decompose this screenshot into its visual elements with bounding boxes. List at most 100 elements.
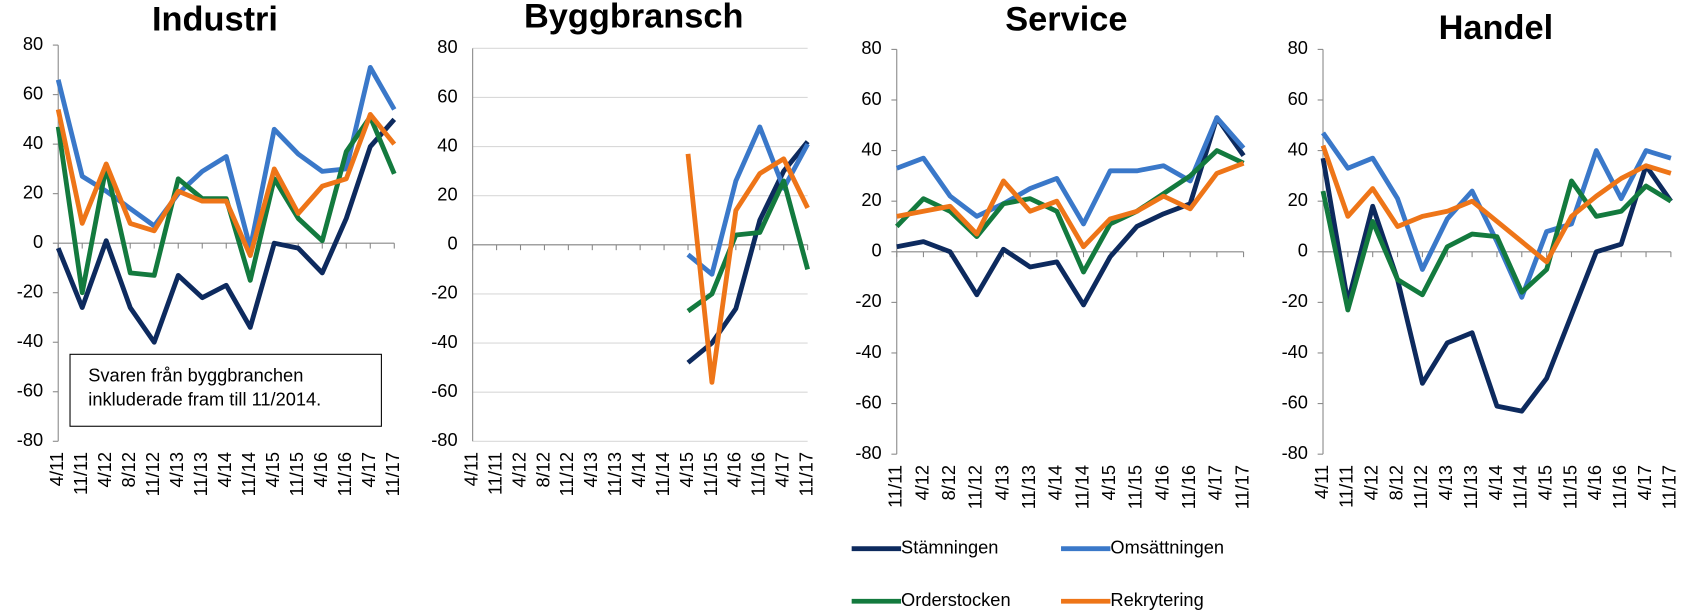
x-tick-label: 11/12 <box>1410 465 1431 509</box>
x-tick-label: 8/12 <box>118 452 139 488</box>
x-tick-label: 8/12 <box>938 465 959 501</box>
y-tick-label: 60 <box>437 85 457 106</box>
y-tick-label: -60 <box>17 380 43 401</box>
x-tick-label: 4/14 <box>1045 465 1066 501</box>
legend-label: Stämningen <box>901 536 998 557</box>
x-tick-label: 11/13 <box>190 452 211 496</box>
x-tick-label: 11/14 <box>652 452 673 496</box>
y-tick-label: 0 <box>33 231 43 252</box>
y-tick-label: 0 <box>872 240 882 261</box>
x-tick-label: 4/11 <box>46 452 67 486</box>
annotation: Svaren från byggbranchen <box>88 365 303 386</box>
series-line <box>895 148 1245 275</box>
x-tick-label: 11/16 <box>748 452 769 496</box>
series-line <box>1320 157 1673 414</box>
y-tick-label: -60 <box>855 391 881 412</box>
x-tick-label: 4/17 <box>772 452 793 488</box>
series-line <box>1320 144 1672 265</box>
x-tick-label: 4/16 <box>310 452 331 488</box>
x-tick-label: 4/13 <box>580 452 601 488</box>
y-tick-label: -40 <box>855 341 881 362</box>
x-tick-label: 8/12 <box>532 452 553 488</box>
x-tick-label: 11/17 <box>382 452 403 496</box>
y-tick-label: -20 <box>431 282 457 303</box>
y-tick-label: -80 <box>431 429 457 450</box>
x-tick-label: 4/15 <box>1534 465 1555 501</box>
y-tick-label: 60 <box>861 88 881 109</box>
x-tick-label: 4/12 <box>508 452 529 488</box>
x-tick-label: 8/12 <box>1385 465 1406 501</box>
x-tick-label: 4/13 <box>991 465 1012 501</box>
x-tick-label: 11/14 <box>1071 465 1092 509</box>
y-tick-label: 0 <box>1298 240 1308 261</box>
series-line <box>686 178 810 314</box>
x-tick-label: 11/17 <box>1659 465 1680 509</box>
x-tick-label: 11/13 <box>1018 465 1039 509</box>
y-tick-label: 40 <box>23 132 43 153</box>
x-tick-label: 4/11 <box>1311 465 1332 499</box>
y-tick-label: 40 <box>1288 138 1308 159</box>
x-tick-label: 11/13 <box>604 452 625 496</box>
x-tick-label: 11/15 <box>286 452 307 496</box>
y-tick-label: 80 <box>861 37 881 58</box>
x-tick-label: 11/16 <box>1609 465 1630 509</box>
x-tick-label: 11/12 <box>556 452 577 496</box>
y-tick-label: 80 <box>437 36 457 57</box>
x-tick-label: 4/13 <box>1435 465 1456 501</box>
x-tick-label: 4/16 <box>724 452 745 488</box>
x-tick-label: 11/14 <box>1510 465 1531 509</box>
x-tick-label: 11/11 <box>885 465 906 508</box>
y-tick-label: 20 <box>437 184 457 205</box>
x-tick-label: 11/11 <box>70 452 91 495</box>
x-tick-label: 4/15 <box>262 452 283 488</box>
x-tick-label: 11/15 <box>1559 465 1580 509</box>
y-tick-label: 20 <box>1288 189 1308 210</box>
y-tick-label: 60 <box>23 82 43 103</box>
x-tick-label: 4/12 <box>94 452 115 488</box>
x-tick-label: 11/12 <box>142 452 163 496</box>
x-tick-label: 4/16 <box>1151 465 1172 501</box>
series-line <box>686 124 810 277</box>
x-tick-label: 4/12 <box>1361 465 1382 501</box>
x-tick-label: 11/17 <box>1231 465 1252 509</box>
y-tick-label: -60 <box>431 380 457 401</box>
x-tick-label: 11/15 <box>700 452 721 496</box>
y-tick-label: 60 <box>1288 88 1308 109</box>
y-tick-label: -60 <box>1282 391 1308 412</box>
y-tick-label: 80 <box>1288 37 1308 58</box>
y-tick-label: 0 <box>447 233 457 254</box>
series-line <box>1320 178 1673 313</box>
y-tick-label: -40 <box>431 331 457 352</box>
chart-title: Industri <box>152 1 278 39</box>
y-tick-label: 40 <box>861 138 881 159</box>
x-tick-label: 11/16 <box>334 452 355 496</box>
chart-title: Byggbransch <box>524 0 743 35</box>
legend-label: Rekrytering <box>1110 589 1203 610</box>
x-tick-label: 4/15 <box>1098 465 1119 501</box>
chart-title: Handel <box>1439 9 1554 47</box>
y-tick-label: 20 <box>23 181 43 202</box>
series-line <box>685 153 810 385</box>
y-tick-label: -20 <box>1282 290 1308 311</box>
series-line <box>55 117 397 345</box>
y-tick-label: -40 <box>1282 341 1308 362</box>
x-tick-label: 4/13 <box>166 452 187 488</box>
x-tick-label: 4/17 <box>358 452 379 488</box>
annotation: inkluderade fram till 11/2014. <box>88 388 321 409</box>
x-tick-label: 11/15 <box>1125 465 1146 509</box>
x-tick-label: 11/16 <box>1178 465 1199 509</box>
series-line <box>896 160 1245 250</box>
y-tick-label: -80 <box>17 429 43 450</box>
y-tick-label: 40 <box>437 134 457 155</box>
x-tick-label: 4/14 <box>628 452 649 488</box>
x-tick-label: 11/11 <box>1336 465 1357 508</box>
x-tick-label: 4/17 <box>1634 465 1655 501</box>
x-tick-label: 11/11 <box>484 452 505 495</box>
y-tick-label: -20 <box>855 290 881 311</box>
legend-label: Orderstocken <box>901 589 1011 610</box>
x-tick-label: 11/13 <box>1460 465 1481 509</box>
x-tick-label: 11/14 <box>238 452 259 496</box>
y-tick-label: -80 <box>855 442 881 463</box>
